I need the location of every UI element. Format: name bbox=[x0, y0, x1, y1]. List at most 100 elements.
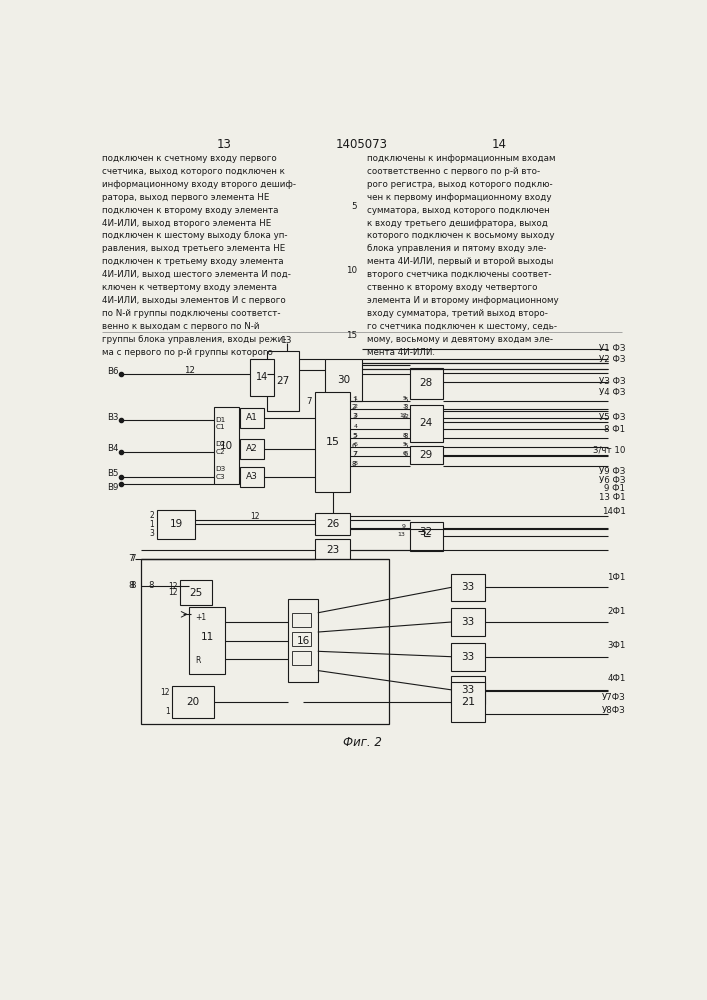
Text: У2 ФЗ: У2 ФЗ bbox=[599, 355, 626, 364]
Text: 12: 12 bbox=[184, 366, 194, 375]
Bar bbox=[451, 676, 485, 704]
Text: 30: 30 bbox=[337, 375, 350, 385]
Text: элемента И и второму информационному: элемента И и второму информационному bbox=[368, 296, 559, 305]
Text: которого подключен к восьмому выходу: которого подключен к восьмому выходу bbox=[368, 231, 555, 240]
Text: 5: 5 bbox=[354, 433, 357, 438]
Text: 2Ф1: 2Ф1 bbox=[607, 607, 626, 616]
Text: 4Ф1: 4Ф1 bbox=[607, 674, 626, 683]
Text: 1: 1 bbox=[352, 397, 356, 403]
Text: 33: 33 bbox=[462, 582, 474, 592]
Text: ма с первого по р-й группы которого: ма с первого по р-й группы которого bbox=[103, 348, 273, 357]
Text: 3: 3 bbox=[403, 404, 407, 409]
Text: 8: 8 bbox=[129, 581, 134, 590]
Text: У8ФЗ: У8ФЗ bbox=[602, 706, 626, 715]
Bar bbox=[250, 359, 274, 396]
Text: 8: 8 bbox=[403, 433, 407, 438]
Text: C1: C1 bbox=[216, 424, 225, 430]
Text: ратора, выход первого элемента НЕ: ратора, выход первого элемента НЕ bbox=[103, 193, 269, 202]
Text: 5: 5 bbox=[403, 397, 407, 403]
Text: равления, выход третьего элемента НЕ: равления, выход третьего элемента НЕ bbox=[103, 244, 286, 253]
Text: венно к выходам с первого по N-й: венно к выходам с первого по N-й bbox=[103, 322, 260, 331]
Text: 3: 3 bbox=[149, 529, 154, 538]
Text: D2: D2 bbox=[215, 441, 226, 447]
Bar bbox=[410, 446, 443, 464]
Text: группы блока управления, входы режи-: группы блока управления, входы режи- bbox=[103, 335, 287, 344]
Bar bbox=[267, 351, 299, 411]
Text: к входу третьего дешифратора, выход: к входу третьего дешифратора, выход bbox=[368, 219, 548, 228]
Text: B6: B6 bbox=[107, 367, 119, 376]
Bar bbox=[292, 651, 311, 665]
Text: D1: D1 bbox=[215, 417, 226, 423]
Text: 5: 5 bbox=[352, 433, 356, 439]
Text: 4: 4 bbox=[354, 424, 358, 429]
Text: 6: 6 bbox=[352, 443, 356, 449]
Text: 5: 5 bbox=[403, 442, 407, 447]
Bar bbox=[410, 522, 443, 551]
Text: 3: 3 bbox=[354, 413, 358, 418]
Text: У4 ФЗ: У4 ФЗ bbox=[599, 388, 626, 397]
Text: 5: 5 bbox=[351, 202, 357, 211]
Text: 28: 28 bbox=[420, 378, 433, 388]
Text: блока управления и пятому входу эле-: блока управления и пятому входу эле- bbox=[368, 244, 547, 253]
Text: B4: B4 bbox=[107, 444, 119, 453]
Bar bbox=[189, 607, 225, 674]
Text: подключены к информационным входам: подключены к информационным входам bbox=[368, 154, 556, 163]
Bar bbox=[292, 613, 311, 627]
Text: ственно к второму входу четвертого: ственно к второму входу четвертого bbox=[368, 283, 538, 292]
Text: подключен к третьему входу элемента: подключен к третьему входу элемента bbox=[103, 257, 284, 266]
Text: A2: A2 bbox=[246, 444, 258, 453]
Text: 14: 14 bbox=[256, 372, 268, 382]
Bar bbox=[410, 405, 443, 442]
Text: рого регистра, выход которого подклю-: рого регистра, выход которого подклю- bbox=[368, 180, 553, 189]
Text: У5 ФЗ: У5 ФЗ bbox=[599, 413, 626, 422]
Text: 4И-ИЛИ, выходы элементов И с первого: 4И-ИЛИ, выходы элементов И с первого bbox=[103, 296, 286, 305]
Bar bbox=[451, 643, 485, 671]
Text: чен к первому информационному входу: чен к первому информационному входу bbox=[368, 193, 552, 202]
Text: подключен к шестому выходу блока уп-: подключен к шестому выходу блока уп- bbox=[103, 231, 288, 240]
Text: 26: 26 bbox=[326, 519, 339, 529]
Text: A3: A3 bbox=[246, 472, 258, 481]
Text: 12: 12 bbox=[402, 414, 409, 419]
Text: мента 4И-ИЛИ.: мента 4И-ИЛИ. bbox=[368, 348, 436, 357]
Text: 12: 12 bbox=[160, 688, 170, 697]
Text: го счетчика подключен к шестому, седь-: го счетчика подключен к шестому, седь- bbox=[368, 322, 557, 331]
Text: подключен к второму входу элемента: подключен к второму входу элемента bbox=[103, 206, 279, 215]
Text: 33: 33 bbox=[462, 685, 474, 695]
Text: 7: 7 bbox=[354, 451, 358, 456]
Text: У7ФЗ: У7ФЗ bbox=[602, 693, 626, 702]
Text: 23: 23 bbox=[326, 545, 339, 555]
Text: 9: 9 bbox=[402, 524, 405, 529]
Text: соответственно с первого по р-й вто-: соответственно с первого по р-й вто- bbox=[368, 167, 540, 176]
Text: 12: 12 bbox=[399, 413, 407, 418]
Text: 13: 13 bbox=[397, 532, 405, 537]
Text: информационному входу второго дешиф-: информационному входу второго дешиф- bbox=[103, 180, 296, 189]
Text: 7: 7 bbox=[129, 554, 134, 563]
Text: подключен к счетному входу первого: подключен к счетному входу первого bbox=[103, 154, 277, 163]
Bar bbox=[315, 392, 351, 492]
Text: 3/чт 10: 3/чт 10 bbox=[593, 445, 626, 454]
Text: 16: 16 bbox=[296, 636, 310, 646]
Bar bbox=[315, 539, 351, 560]
Bar bbox=[240, 466, 264, 487]
Text: второго счетчика подключены соответ-: второго счетчика подключены соответ- bbox=[368, 270, 552, 279]
Text: У6 ФЗ: У6 ФЗ bbox=[599, 476, 626, 485]
Text: 12: 12 bbox=[250, 512, 259, 521]
Text: сумматора, выход которого подключен: сумматора, выход которого подключен bbox=[368, 206, 550, 215]
Text: 3: 3 bbox=[352, 413, 356, 419]
Bar bbox=[180, 580, 212, 605]
Text: B5: B5 bbox=[107, 469, 119, 478]
Text: 10: 10 bbox=[346, 266, 357, 275]
Text: 20: 20 bbox=[187, 697, 199, 707]
Text: 2: 2 bbox=[354, 404, 358, 409]
Text: A1: A1 bbox=[246, 413, 258, 422]
Text: по N-й группы подключены соответст-: по N-й группы подключены соответст- bbox=[103, 309, 281, 318]
Text: 6: 6 bbox=[354, 442, 357, 447]
Text: 15: 15 bbox=[325, 437, 339, 447]
Text: 4И-ИЛИ, выход шестого элемента И под-: 4И-ИЛИ, выход шестого элемента И под- bbox=[103, 270, 291, 279]
Bar bbox=[410, 368, 443, 399]
Text: 1: 1 bbox=[165, 707, 170, 716]
Text: счетчика, выход которого подключен к: счетчика, выход которого подключен к bbox=[103, 167, 285, 176]
Bar bbox=[325, 359, 362, 401]
Text: 8: 8 bbox=[149, 581, 154, 590]
Text: 19: 19 bbox=[169, 519, 182, 529]
